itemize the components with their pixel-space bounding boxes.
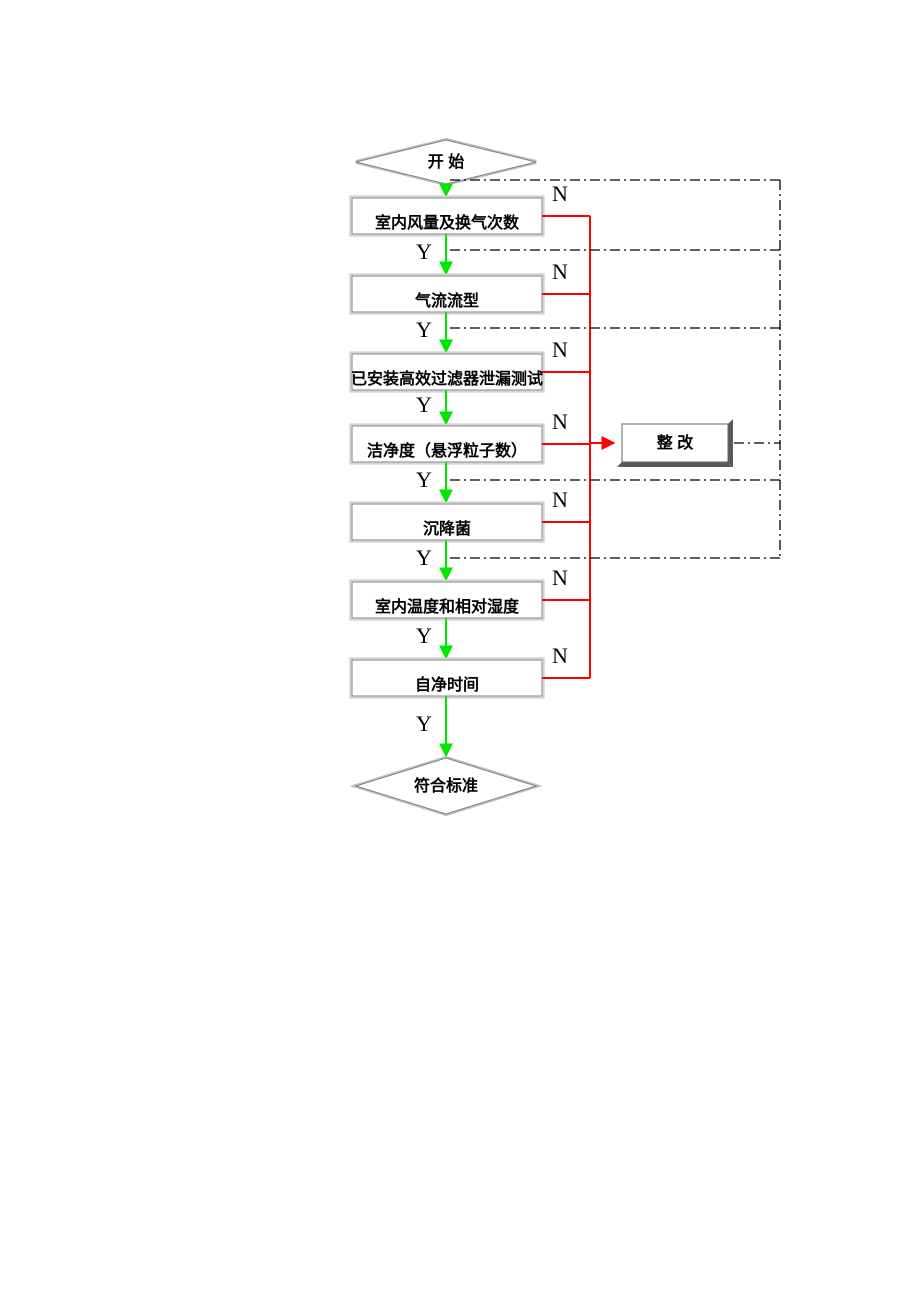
process-step-label: 气流流型: [414, 291, 479, 310]
start-terminator-label: 开 始: [428, 152, 464, 171]
end-terminator-label: 符合标准: [414, 776, 478, 795]
process-step-label: 洁净度（悬浮粒子数）: [367, 441, 527, 460]
process-step: 已安装高效过滤器泄漏测试: [350, 352, 544, 392]
no-label: N: [552, 409, 568, 434]
process-step-label: 室内温度和相对湿度: [375, 597, 520, 616]
yes-label: Y: [416, 317, 432, 342]
process-step: 沉降菌: [350, 502, 544, 542]
process-step: 洁净度（悬浮粒子数）: [350, 424, 544, 464]
end-terminator: 符合标准: [356, 758, 536, 814]
start-terminator: 开 始: [356, 140, 536, 184]
no-label: N: [552, 487, 568, 512]
process-step-label: 室内风量及换气次数: [375, 213, 520, 232]
no-label: N: [552, 181, 568, 206]
yes-label: Y: [416, 467, 432, 492]
process-step-label: 沉降菌: [423, 519, 471, 538]
no-label: N: [552, 259, 568, 284]
yes-label: Y: [416, 392, 432, 417]
process-step: 自净时间: [350, 658, 544, 698]
process-step: 室内风量及换气次数: [350, 196, 544, 236]
yes-label: Y: [416, 623, 432, 648]
no-label: N: [552, 337, 568, 362]
no-label: N: [552, 565, 568, 590]
process-step-label: 自净时间: [415, 675, 479, 694]
process-step: 室内温度和相对湿度: [350, 580, 544, 620]
yes-label: Y: [416, 711, 432, 736]
no-label: N: [552, 643, 568, 668]
rectify-box: 整 改: [617, 419, 733, 467]
yes-label: Y: [416, 239, 432, 264]
rectify-label: 整 改: [656, 433, 694, 452]
process-step-label: 已安装高效过滤器泄漏测试: [351, 369, 543, 388]
process-step: 气流流型: [350, 274, 544, 314]
yes-label: Y: [416, 545, 432, 570]
